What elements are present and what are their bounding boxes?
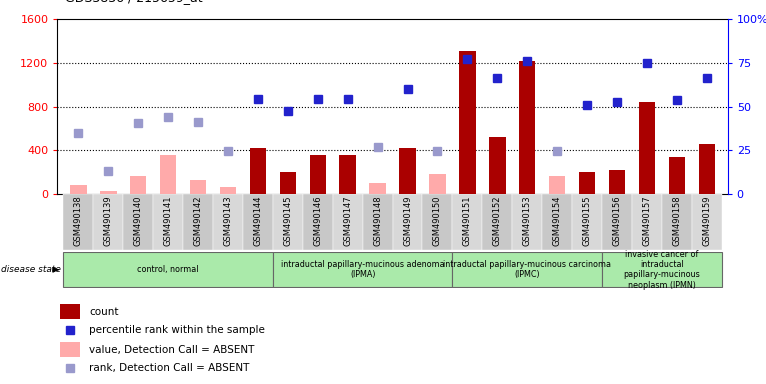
Bar [572,194,602,250]
Text: GSM490153: GSM490153 [522,195,532,246]
Bar [609,170,625,194]
Bar [399,148,416,194]
Bar [213,194,243,250]
Text: GSM490143: GSM490143 [224,195,233,246]
Text: GSM490150: GSM490150 [433,195,442,246]
Bar [429,174,446,194]
Bar [692,194,722,250]
Text: GSM490144: GSM490144 [254,195,263,246]
Bar [602,252,722,287]
Bar [489,137,506,194]
Bar [250,148,266,194]
Bar [669,157,685,194]
Bar [332,194,362,250]
Bar [220,187,236,194]
Text: control, normal: control, normal [137,265,199,274]
Text: count: count [89,306,119,317]
Bar [362,194,392,250]
Text: GSM490159: GSM490159 [702,195,712,246]
Text: GSM490146: GSM490146 [313,195,322,246]
Bar [70,185,87,194]
Text: GSM490140: GSM490140 [134,195,142,246]
Text: GSM490145: GSM490145 [283,195,293,246]
Bar [512,194,542,250]
Bar [100,191,116,194]
Bar [190,180,206,194]
Bar [549,177,565,194]
Text: GSM490156: GSM490156 [613,195,621,246]
Bar [183,194,213,250]
Text: GSM490148: GSM490148 [373,195,382,246]
Bar [602,194,632,250]
Bar [662,194,692,250]
Text: value, Detection Call = ABSENT: value, Detection Call = ABSENT [89,344,254,354]
Bar [699,144,715,194]
Text: GSM490141: GSM490141 [164,195,172,246]
Bar [369,183,386,194]
Bar [483,194,512,250]
Text: percentile rank within the sample: percentile rank within the sample [89,325,265,335]
Bar [423,194,453,250]
Bar [153,194,183,250]
Bar [273,252,453,287]
Text: GSM490151: GSM490151 [463,195,472,246]
Bar [61,342,80,357]
Bar [61,305,80,319]
Bar [309,155,326,194]
Text: disease state: disease state [1,265,61,274]
Bar [273,194,303,250]
Bar [160,155,176,194]
Bar [64,252,273,287]
Text: GSM490149: GSM490149 [403,195,412,246]
Text: GDS3836 / 215659_at: GDS3836 / 215659_at [65,0,203,4]
Text: GSM490152: GSM490152 [493,195,502,246]
Bar [280,172,296,194]
Bar [459,51,476,194]
Bar [639,102,655,194]
Bar [632,194,662,250]
Bar [453,252,602,287]
Text: GSM490155: GSM490155 [583,195,591,246]
Text: GSM490158: GSM490158 [673,195,681,246]
Bar [339,155,356,194]
Text: GSM490139: GSM490139 [104,195,113,246]
Bar [93,194,123,250]
Text: intraductal papillary-mucinous carcinoma
(IPMC): intraductal papillary-mucinous carcinoma… [444,260,611,280]
Text: GSM490147: GSM490147 [343,195,352,246]
Bar [392,194,423,250]
Text: GSM490157: GSM490157 [643,195,651,246]
Text: intraductal papillary-mucinous adenoma
(IPMA): intraductal papillary-mucinous adenoma (… [281,260,444,280]
Bar [303,194,332,250]
Text: GSM490142: GSM490142 [194,195,202,246]
Text: GSM490154: GSM490154 [552,195,561,246]
Text: invasive cancer of
intraductal
papillary-mucinous
neoplasm (IPMN): invasive cancer of intraductal papillary… [624,250,700,290]
Bar [453,194,483,250]
Bar [130,177,146,194]
Bar [243,194,273,250]
Bar [579,172,595,194]
Bar [542,194,572,250]
Text: GSM490138: GSM490138 [74,195,83,247]
Bar [519,61,535,194]
Text: rank, Detection Call = ABSENT: rank, Detection Call = ABSENT [89,363,250,373]
Bar [123,194,153,250]
Bar [64,194,93,250]
